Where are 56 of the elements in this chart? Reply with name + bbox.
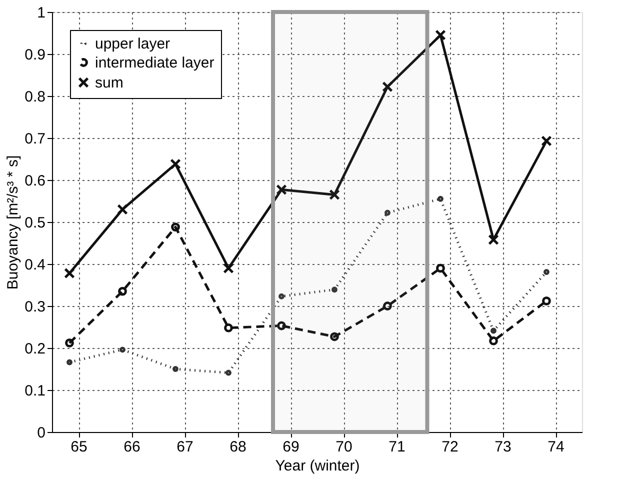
point: [438, 196, 444, 202]
point: [436, 264, 445, 273]
x-tick-label: 69: [282, 438, 300, 456]
point: [170, 158, 181, 170]
y-tick-label: 0.1: [24, 382, 46, 400]
x-tick-label: 73: [494, 438, 512, 456]
y-tick-label: 0.7: [24, 130, 46, 148]
point: [332, 286, 338, 293]
x-tick-label: 74: [548, 438, 564, 456]
point: [330, 332, 339, 342]
legend-label: upper layer: [95, 36, 170, 52]
point: [223, 262, 234, 274]
point: [382, 81, 393, 92]
point: [384, 210, 390, 216]
x-axis-title: Year (winter): [275, 458, 360, 474]
y-tick-label: 0.5: [24, 214, 46, 232]
legend-label: intermediate layer: [95, 54, 214, 72]
point: [541, 136, 552, 146]
point: [488, 234, 499, 246]
point: [490, 328, 496, 334]
point: [120, 346, 126, 353]
x-tick-label: 70: [336, 438, 352, 456]
point: [544, 269, 550, 275]
point: [383, 302, 392, 310]
point: [226, 370, 232, 376]
point: [118, 286, 127, 296]
point: [278, 293, 284, 300]
y-tick-label: 0.2: [24, 340, 46, 358]
point: [277, 321, 286, 330]
point: [329, 189, 340, 200]
point: [66, 359, 72, 366]
legend-label: sum: [95, 74, 124, 92]
y-tick-label: 0.3: [24, 298, 46, 316]
y-tick-label: 0.4: [24, 256, 46, 274]
point: [542, 296, 551, 306]
point: [117, 204, 128, 215]
x-tick-label: 66: [124, 438, 140, 456]
y-axis-title: Buoyancy [m²/s³ * s]: [4, 155, 22, 290]
x-tick-label: 68: [230, 438, 246, 456]
point: [65, 338, 74, 348]
y-tick-label: 0.6: [24, 172, 46, 190]
x-tick-label: 72: [442, 438, 458, 456]
point: [224, 323, 233, 332]
y-tick-label: 0.8: [24, 88, 46, 106]
point: [64, 268, 75, 279]
y-tick-label: 1: [37, 4, 46, 22]
point: [276, 184, 287, 196]
point: [489, 336, 498, 346]
y-tick-label: 0.9: [24, 46, 46, 64]
x-tick-label: 67: [176, 438, 194, 456]
point: [172, 366, 178, 372]
y-tick-label: 0: [37, 424, 46, 442]
point: [171, 222, 180, 232]
point: [435, 30, 446, 41]
x-tick-label: 65: [70, 438, 88, 456]
x-tick-label: 71: [388, 438, 406, 456]
